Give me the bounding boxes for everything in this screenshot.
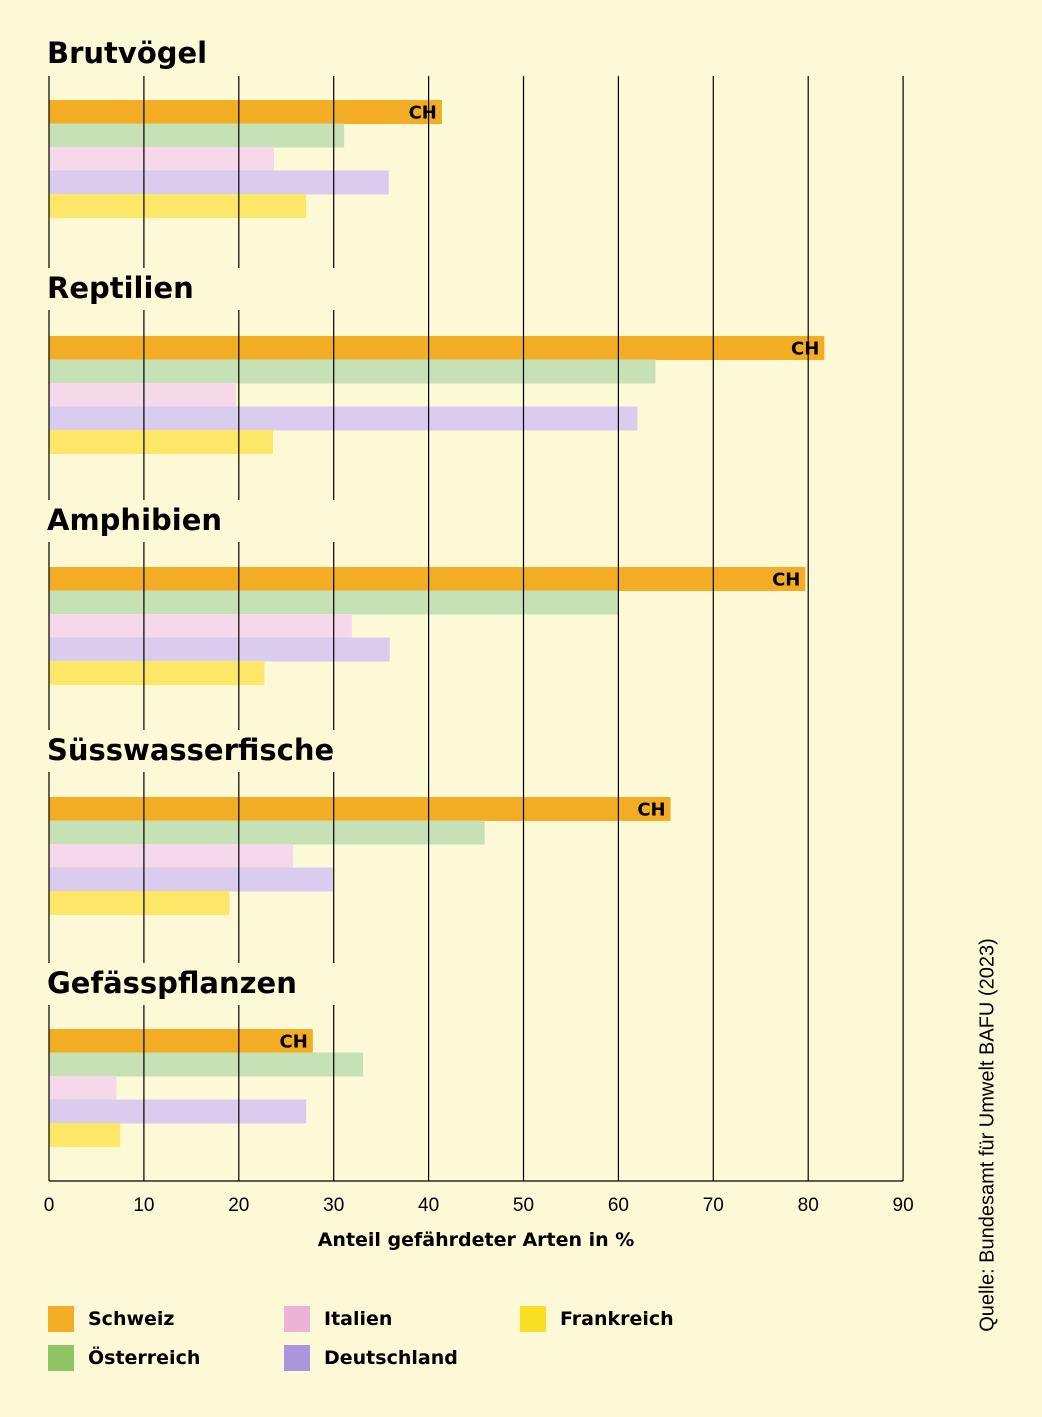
bar-label-gefaesspflanzen: CH bbox=[280, 1031, 308, 1052]
group-title-amphibien: Amphibien bbox=[47, 503, 222, 537]
bar-suesswasserfische-schweiz bbox=[49, 797, 671, 821]
title-backdrop-brutvoegel bbox=[40, 33, 340, 75]
bar-amphibien-italien bbox=[49, 614, 352, 638]
bar-label-reptilien: CH bbox=[791, 338, 819, 359]
legend-label-deutschland: Deutschland bbox=[324, 1347, 458, 1369]
bar-amphibien-frankreich bbox=[49, 661, 265, 685]
legend-label-italien: Italien bbox=[324, 1308, 393, 1330]
bar-gefaesspflanzen-frankreich bbox=[49, 1123, 121, 1147]
legend-swatch-frankreich bbox=[520, 1306, 546, 1332]
bar-gefaesspflanzen-italien bbox=[49, 1076, 117, 1100]
bar-brutvoegel-schweiz bbox=[49, 100, 442, 124]
legend-swatch-deutschland bbox=[284, 1345, 310, 1371]
legend-item-italien: Italien bbox=[284, 1306, 392, 1332]
legend-label-frankreich: Frankreich bbox=[560, 1308, 674, 1330]
bar-reptilien-frankreich bbox=[49, 430, 273, 454]
title-backdrop-amphibien bbox=[40, 500, 340, 542]
x-tick-label-20: 20 bbox=[228, 1195, 249, 1216]
bar-label-brutvoegel: CH bbox=[409, 102, 437, 123]
group-title-gefaesspflanzen: Gefässpflanzen bbox=[47, 966, 297, 1000]
bar-gefaesspflanzen-oesterreich bbox=[49, 1052, 364, 1077]
legend-item-deutschland: Deutschland bbox=[284, 1345, 458, 1371]
bar-brutvoegel-deutschland bbox=[49, 170, 389, 195]
x-tick-label-40: 40 bbox=[418, 1195, 439, 1216]
x-tick-label-90: 90 bbox=[893, 1195, 914, 1216]
x-tick-label-50: 50 bbox=[513, 1195, 534, 1216]
legend-label-schweiz: Schweiz bbox=[88, 1308, 175, 1330]
bar-amphibien-deutschland bbox=[49, 637, 390, 662]
legend-swatch-schweiz bbox=[48, 1306, 74, 1332]
legend-label-oesterreich: Österreich bbox=[88, 1347, 201, 1369]
bar-label-suesswasserfische: CH bbox=[637, 799, 665, 820]
x-tick-label-80: 80 bbox=[798, 1195, 819, 1216]
legend: Schweiz Italien Frankreich Österreich De… bbox=[48, 1306, 808, 1386]
legend-item-schweiz: Schweiz bbox=[48, 1306, 174, 1332]
bar-suesswasserfische-deutschland bbox=[49, 867, 333, 892]
source-note: Quelle: Bundesamt für Umwelt BAFU (2023) bbox=[976, 938, 999, 1332]
x-axis-title: Anteil gefährdeter Arten in % bbox=[318, 1229, 635, 1251]
bar-reptilien-deutschland bbox=[49, 406, 638, 431]
bar-suesswasserfische-oesterreich bbox=[49, 820, 485, 845]
bar-brutvoegel-oesterreich bbox=[49, 123, 345, 148]
group-title-brutvoegel: Brutvögel bbox=[47, 36, 207, 70]
legend-swatch-oesterreich bbox=[48, 1345, 74, 1371]
bar-reptilien-italien bbox=[49, 383, 236, 407]
group-title-reptilien: Reptilien bbox=[47, 271, 194, 305]
group-title-suesswasserfische: Süsswasserfische bbox=[47, 733, 334, 767]
title-backdrop-reptilien bbox=[40, 268, 340, 310]
title-backdrop-gefaesspflanzen bbox=[40, 963, 340, 1005]
bar-gefaesspflanzen-schweiz bbox=[49, 1029, 313, 1053]
bar-reptilien-schweiz bbox=[49, 336, 825, 360]
x-tick-label-60: 60 bbox=[608, 1195, 629, 1216]
legend-item-oesterreich: Österreich bbox=[48, 1345, 200, 1371]
bar-suesswasserfische-frankreich bbox=[49, 891, 230, 915]
bar-brutvoegel-frankreich bbox=[49, 194, 307, 218]
legend-item-frankreich: Frankreich bbox=[520, 1306, 674, 1332]
bar-gefaesspflanzen-deutschland bbox=[49, 1099, 307, 1124]
bar-label-amphibien: CH bbox=[772, 569, 800, 590]
bar-reptilien-oesterreich bbox=[49, 359, 656, 384]
x-tick-label-0: 0 bbox=[44, 1195, 55, 1216]
x-tick-label-10: 10 bbox=[133, 1195, 154, 1216]
x-tick-label-30: 30 bbox=[323, 1195, 344, 1216]
legend-swatch-italien bbox=[284, 1306, 310, 1332]
bar-amphibien-schweiz bbox=[49, 567, 806, 591]
x-tick-label-70: 70 bbox=[703, 1195, 724, 1216]
bar-brutvoegel-italien bbox=[49, 147, 274, 171]
title-backdrop-suesswasserfische bbox=[40, 730, 340, 772]
bar-suesswasserfische-italien bbox=[49, 844, 293, 868]
